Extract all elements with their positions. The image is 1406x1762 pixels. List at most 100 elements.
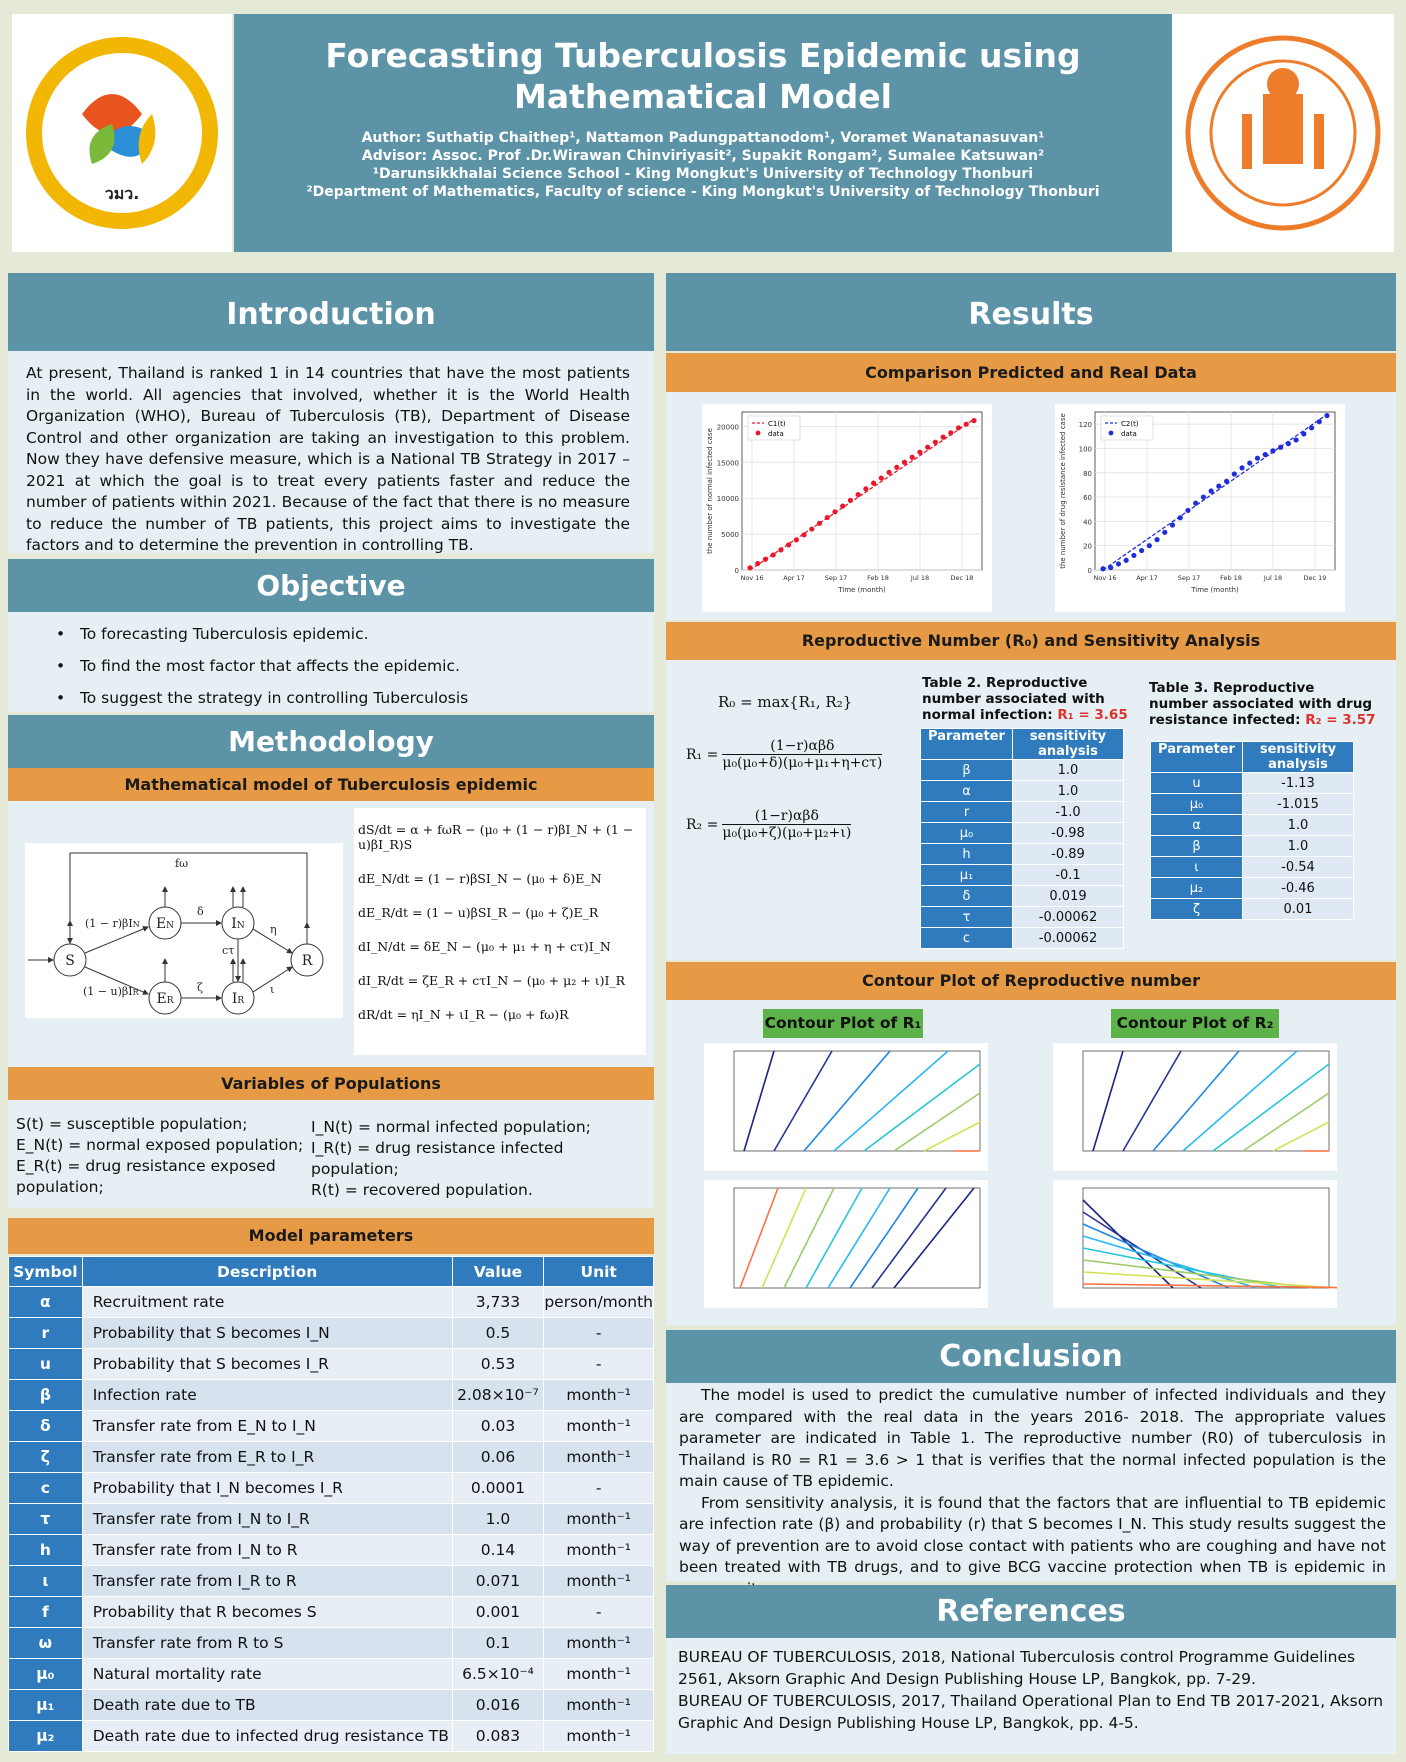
sensitivity-value: 1.0	[1012, 759, 1124, 781]
param-cell: month⁻¹	[543, 1627, 654, 1659]
poster-title-1: Forecasting Tuberculosis Epidemic using	[325, 36, 1081, 75]
data-point	[1177, 515, 1183, 521]
university-seal	[1185, 35, 1381, 231]
equation-der: dE_R/dt = (1 − u)βSI_R − (μ₀ + ζ)E_R	[358, 905, 599, 920]
conclusion-para-2: From sensitivity analysis, it is found t…	[679, 1493, 1386, 1598]
equation-den: dE_N/dt = (1 − r)βSI_N − (μ₀ + δ)E_N	[358, 871, 602, 886]
intro-body: At present, Thailand is ranked 1 in 14 c…	[8, 351, 654, 554]
data-point	[1308, 425, 1315, 431]
right-logo-box	[1172, 14, 1394, 252]
data-point	[840, 503, 846, 509]
param-cell: -	[543, 1317, 654, 1349]
sensitivity-param: β	[1150, 835, 1243, 857]
sensitivity-value: 1.0	[1012, 780, 1124, 802]
param-cell: μ₀	[8, 1658, 83, 1690]
x-tick-label: Sep 17	[825, 574, 848, 582]
contour-line	[1152, 1050, 1240, 1152]
equation-dr: dR/dt = ηI_N + ιI_R − (μ₀ + fω)R	[358, 1007, 569, 1022]
data-point	[1169, 522, 1176, 528]
contour-line	[893, 1187, 975, 1289]
title-banner: Forecasting Tuberculosis Epidemic using …	[234, 14, 1172, 252]
param-cell: 0.5	[451, 1317, 545, 1349]
r2-equation: R₂ = (1−r)αβδ μ₀(μ₀+ζ)(μ₀+μ₂+ι)	[686, 808, 852, 841]
y-tick-label: 15000	[717, 459, 739, 467]
method-header: Methodology	[8, 715, 654, 768]
param-cell: ζ	[8, 1441, 83, 1473]
data-point	[1139, 547, 1145, 554]
param-row: β Infection rate 2.08×10⁻⁷ month⁻¹	[8, 1379, 654, 1411]
r0-equation: R₀ = max{R₁, R₂}	[718, 693, 853, 711]
x-tick-label: Nov 16	[740, 574, 763, 582]
param-row: μ₀ Natural mortality rate 6.5×10⁻⁴ month⁻¹	[8, 1658, 654, 1690]
svg-text:ζ: ζ	[197, 981, 203, 994]
param-cell: Probability that R becomes S	[81, 1596, 453, 1628]
x-tick-label: Sep 17	[1178, 574, 1201, 582]
sensitivity-param: α	[1150, 814, 1243, 836]
references-body: BUREAU OF TUBERCULOSIS, 2018, National T…	[666, 1638, 1396, 1754]
chart-normal-infected: 0 5000 10000 15000 20000 Nov 16 Apr 17 Sep 17 Fe…	[702, 404, 992, 612]
param-row: h Transfer rate from I_N to R 0.14 month⁻¹	[8, 1534, 654, 1566]
param-cell: 0.1	[451, 1627, 545, 1659]
legend-marker	[1108, 430, 1114, 436]
data-point	[824, 514, 830, 521]
variables-left: S(t) = susceptible population; E_N(t) = n…	[16, 1115, 304, 1196]
sensitivity-param: α	[920, 780, 1013, 802]
x-tick-label: Feb 18	[1220, 574, 1242, 582]
sensitivity-value: -0.89	[1012, 843, 1124, 865]
param-cell: ι	[8, 1565, 83, 1597]
parameters-table: Symbol Description Value Unit α Recruitment …	[8, 1256, 654, 1752]
param-row: μ₁ Death rate due to TB 0.016 month⁻¹	[8, 1689, 654, 1721]
param-cell: 0.14	[451, 1534, 545, 1566]
compartment-diagram: S EN ER IN IR R fω (1 − r)βIN (1 − u)βIR δ ζ cτ η…	[25, 843, 343, 1018]
conclusion-body: The model is used to predict the cumulat…	[666, 1383, 1396, 1598]
contour-line	[761, 1187, 807, 1289]
x-tick-label: Apr 17	[783, 574, 805, 582]
data-point	[886, 469, 892, 475]
param-cell: Death rate due to infected drug resistan…	[81, 1720, 453, 1752]
data-point	[955, 425, 962, 431]
sensitivity-param: c	[920, 927, 1013, 949]
param-cell: β	[8, 1379, 83, 1411]
param-row: f Probability that R becomes S 0.001-	[8, 1596, 654, 1628]
param-row: ζ Transfer rate from E_R to I_R 0.06 month⁻…	[8, 1441, 654, 1473]
y-tick-label: 100	[1079, 445, 1092, 453]
contour-line	[803, 1050, 891, 1152]
sensitivity-value: -0.00062	[1012, 906, 1124, 928]
intro-text: At present, Thailand is ranked 1 in 14 c…	[26, 364, 630, 554]
data-point	[940, 434, 946, 440]
param-cell: Death rate due to TB	[81, 1689, 453, 1721]
legend-marker	[755, 430, 761, 436]
y-tick-label: 120	[1079, 421, 1092, 429]
data-point	[809, 526, 815, 532]
r0-title: Reproductive Number (R₀) and Sensitivity…	[666, 622, 1396, 660]
x-tick-label: Feb 18	[867, 574, 889, 582]
data-point	[971, 418, 977, 424]
sensitivity-value: -0.46	[1242, 877, 1354, 899]
table2: Parameter sensitivity analysis β 1.0 α 1.0 r -1…	[920, 728, 1124, 949]
data-point	[1285, 441, 1291, 447]
param-cell: Transfer rate from I_R to R	[81, 1565, 453, 1597]
data-point	[778, 547, 784, 553]
data-point	[1231, 471, 1237, 477]
sensitivity-param: τ	[920, 906, 1013, 928]
sensitivity-param: ζ	[1150, 898, 1243, 920]
data-point	[1108, 564, 1114, 571]
param-cell: μ₂	[8, 1720, 83, 1752]
svg-text:ι: ι	[270, 983, 274, 996]
param-cell: Transfer rate from I_N to I_R	[81, 1503, 453, 1535]
data-point	[1115, 561, 1122, 567]
sensitivity-value: -1.0	[1012, 801, 1124, 823]
param-cell: month⁻¹	[543, 1441, 654, 1473]
contour-frame	[733, 1187, 981, 1289]
objective-body: • To forecasting Tuberculosis epidemic. …	[8, 612, 654, 712]
contour-line	[1082, 1223, 1230, 1289]
param-cell: μ₁	[8, 1689, 83, 1721]
sensitivity-param: μ₂	[1150, 877, 1243, 899]
table3: Parameter sensitivity analysis u -1.13 μ₀ -1.…	[1150, 741, 1354, 920]
contour-plot-r1-bottom	[704, 1180, 988, 1308]
data-point	[1154, 537, 1160, 543]
contour-line	[1182, 1050, 1298, 1152]
param-cell: c	[8, 1472, 83, 1504]
sensitivity-param: r	[920, 801, 1013, 823]
param-cell: 3,733	[451, 1286, 545, 1318]
